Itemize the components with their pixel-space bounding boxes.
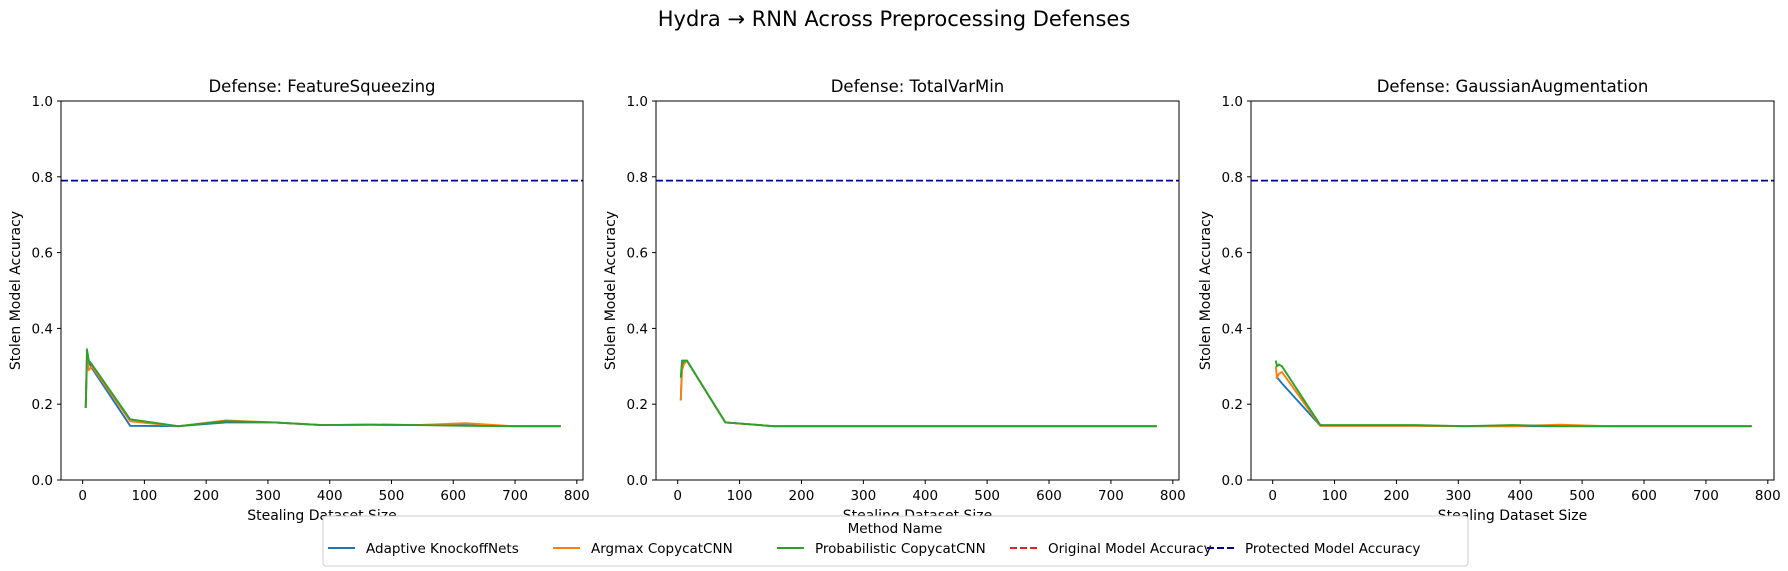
legend-label-3: Probabilistic CopycatCNN bbox=[815, 541, 986, 557]
y-tick-label: 0.6 bbox=[627, 246, 648, 262]
x-tick-label: 500 bbox=[1569, 488, 1595, 504]
x-axis-label: Stealing Dataset Size bbox=[1438, 508, 1588, 524]
x-tick-label: 300 bbox=[255, 488, 281, 504]
x-tick-label: 300 bbox=[1445, 488, 1471, 504]
y-tick-label: 0.0 bbox=[32, 473, 53, 489]
y-tick-label: 0.8 bbox=[1222, 170, 1243, 186]
figure-title: Hydra → RNN Across Preprocessing Defense… bbox=[658, 7, 1131, 31]
axes-frame bbox=[60, 100, 584, 481]
x-tick-label: 800 bbox=[564, 488, 590, 504]
legend-frame bbox=[322, 515, 1469, 567]
axes-frame bbox=[1250, 100, 1775, 481]
y-axis-label: Stolen Model Accuracy bbox=[1198, 211, 1214, 370]
panel-title: Defense: TotalVarMin bbox=[831, 77, 1005, 96]
y-tick-label: 0.8 bbox=[627, 170, 648, 186]
y-tick-label: 0.4 bbox=[32, 321, 53, 337]
x-tick-label: 100 bbox=[1322, 488, 1348, 504]
series-line-adaptive-knockoffnets bbox=[679, 359, 1157, 428]
chart-panels: Defense: FeatureSqueezing 0.0 0.2 0.4 0.6 0.8… bbox=[8, 77, 1781, 524]
x-tick-label: 200 bbox=[1384, 488, 1410, 504]
y-tick-label: 0.2 bbox=[1222, 397, 1243, 413]
y-tick-label: 0.0 bbox=[627, 473, 648, 489]
y-tick-label: 0.6 bbox=[32, 246, 53, 262]
series-line-adaptive-knockoffnets bbox=[84, 361, 561, 428]
x-tick-label: 600 bbox=[1631, 488, 1657, 504]
y-tick-label: 0.6 bbox=[1222, 246, 1243, 262]
series-line-probabilistic-copycatcnn bbox=[1274, 360, 1752, 428]
y-tick-label: 1.0 bbox=[1222, 94, 1243, 110]
panel-title: Defense: GaussianAugmentation bbox=[1377, 77, 1649, 96]
series-line-adaptive-knockoffnets bbox=[1275, 376, 1752, 428]
y-tick-label: 1.0 bbox=[627, 94, 648, 110]
x-tick-label: 700 bbox=[502, 488, 528, 504]
y-tick-label: 0.8 bbox=[32, 170, 53, 186]
x-tick-label: 600 bbox=[440, 488, 466, 504]
y-tick-label: 1.0 bbox=[32, 94, 53, 110]
x-tick-label: 700 bbox=[1693, 488, 1719, 504]
x-tick-label: 700 bbox=[1098, 488, 1124, 504]
legend-label-5: Protected Model Accuracy bbox=[1245, 541, 1420, 557]
x-tick-label: 400 bbox=[1507, 488, 1533, 504]
chart-panel-2: Defense: TotalVarMin 0.0 0.2 0.4 0.6 0.8 1.0 0 1… bbox=[603, 77, 1186, 524]
panel-title: Defense: FeatureSqueezing bbox=[208, 77, 435, 96]
chart-panel-1: Defense: FeatureSqueezing 0.0 0.2 0.4 0.6 0.8… bbox=[8, 77, 590, 524]
legend-label-4: Original Model Accuracy bbox=[1048, 541, 1212, 557]
x-tick-label: 200 bbox=[789, 488, 815, 504]
legend-entries: Adaptive KnockoffNets Argmax CopycatCNN Pr… bbox=[328, 541, 1420, 557]
x-tick-label: 100 bbox=[132, 488, 158, 504]
x-tick-label: 0 bbox=[1268, 488, 1277, 504]
x-tick-label: 0 bbox=[78, 488, 87, 504]
y-axis-label: Stolen Model Accuracy bbox=[8, 211, 24, 370]
series-line-argmax-copycatcnn bbox=[84, 357, 561, 428]
x-tick-label: 300 bbox=[850, 488, 876, 504]
x-tick-label: 500 bbox=[379, 488, 405, 504]
series-line-probabilistic-copycatcnn bbox=[679, 359, 1157, 428]
x-tick-label: 600 bbox=[1036, 488, 1062, 504]
series-line-argmax-copycatcnn bbox=[679, 359, 1157, 428]
y-tick-label: 0.0 bbox=[1222, 473, 1243, 489]
x-tick-label: 400 bbox=[317, 488, 343, 504]
x-tick-label: 200 bbox=[193, 488, 219, 504]
legend-title: Method Name bbox=[848, 521, 943, 537]
x-tick-label: 100 bbox=[727, 488, 753, 504]
x-tick-label: 400 bbox=[912, 488, 938, 504]
y-tick-label: 0.4 bbox=[1222, 321, 1243, 337]
legend: Method Name Adaptive KnockoffNets Argmax … bbox=[322, 515, 1469, 567]
x-tick-label: 800 bbox=[1755, 488, 1781, 504]
series-line-probabilistic-copycatcnn bbox=[84, 348, 561, 428]
y-axis-label: Stolen Model Accuracy bbox=[603, 211, 619, 370]
y-tick-label: 0.2 bbox=[32, 397, 53, 413]
chart-panel-3: Defense: GaussianAugmentation 0.0 0.2 0.4 0.… bbox=[1198, 77, 1781, 524]
axes-frame bbox=[655, 100, 1180, 481]
x-tick-label: 500 bbox=[974, 488, 1000, 504]
y-tick-label: 0.4 bbox=[627, 321, 648, 337]
legend-label-1: Adaptive KnockoffNets bbox=[366, 541, 519, 557]
legend-label-2: Argmax CopycatCNN bbox=[591, 541, 733, 557]
x-tick-label: 0 bbox=[673, 488, 682, 504]
x-tick-label: 800 bbox=[1160, 488, 1186, 504]
series-line-argmax-copycatcnn bbox=[1274, 366, 1752, 428]
y-tick-label: 0.2 bbox=[627, 397, 648, 413]
